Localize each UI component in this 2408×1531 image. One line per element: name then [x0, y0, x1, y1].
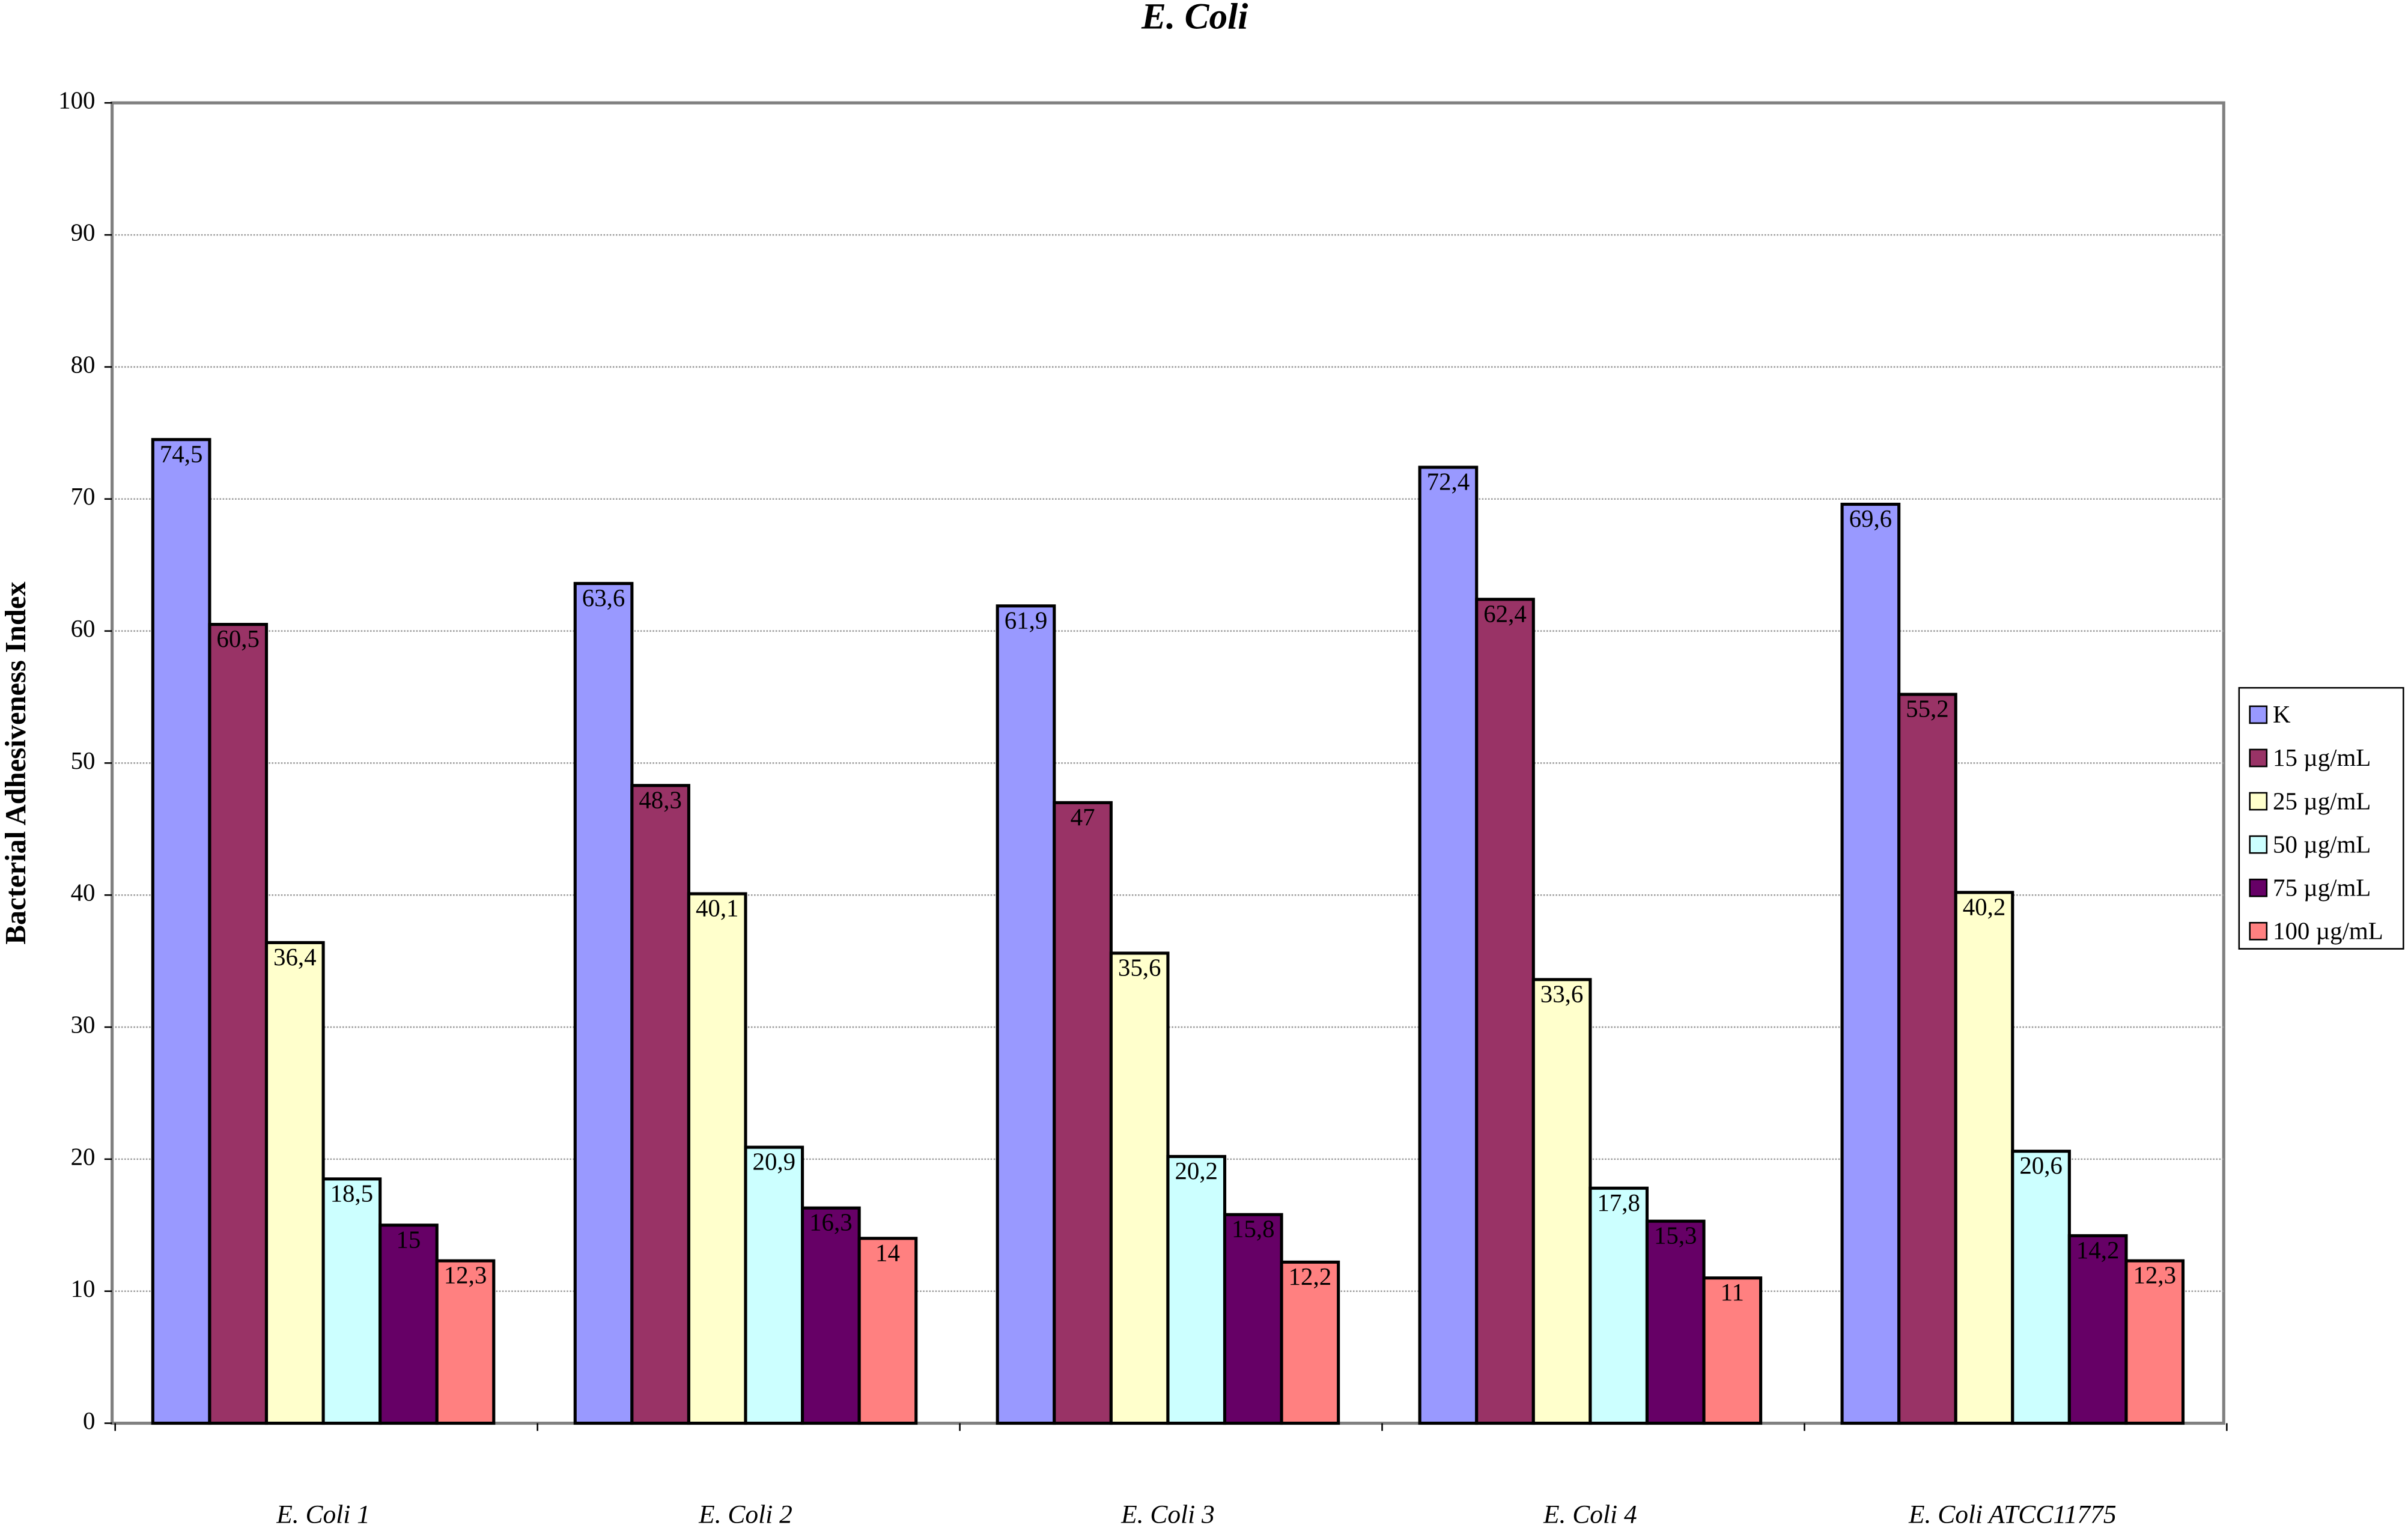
bar: [1475, 598, 1535, 1425]
value-label: 61,9: [1005, 607, 1048, 634]
bar: [2011, 1150, 2071, 1425]
y-tick-label: 40: [71, 879, 96, 906]
x-tick-label: E. Coli 2: [698, 1500, 792, 1529]
y-tick-label: 60: [71, 615, 96, 642]
bar: [1702, 1276, 1763, 1425]
legend-label: 15 µg/mL: [2273, 744, 2371, 771]
bar: [1053, 801, 1113, 1425]
bar: [1589, 1186, 1649, 1425]
y-tick-label: 30: [71, 1011, 96, 1038]
x-tick-label: E. Coli 3: [1120, 1500, 1215, 1529]
y-tick-label: 100: [58, 87, 95, 114]
bar: [630, 784, 690, 1425]
value-label: 15,8: [1232, 1216, 1275, 1243]
value-label: 40,2: [1963, 893, 2006, 920]
bar: [1280, 1260, 1340, 1425]
legend-swatch: [2249, 748, 2268, 768]
value-label: 62,4: [1483, 600, 1527, 627]
legend-label: 100 µg/mL: [2273, 918, 2383, 945]
y-tick-label: 50: [71, 747, 96, 774]
x-tick-label: E. Coli 1: [276, 1500, 370, 1529]
value-label: 63,6: [582, 584, 625, 611]
x-tick-label: E. Coli 4: [1543, 1500, 1637, 1529]
value-label: 15: [396, 1226, 421, 1253]
bar: [1840, 502, 1901, 1425]
legend-label: 75 µg/mL: [2273, 874, 2371, 901]
chart-title: E. Coli: [1141, 0, 1248, 37]
bar: [2067, 1234, 2128, 1425]
value-label: 48,3: [639, 786, 682, 813]
bar: [151, 438, 211, 1425]
legend-swatch: [2249, 921, 2268, 941]
value-label: 72,4: [1427, 468, 1470, 496]
y-tick-label: 80: [71, 351, 96, 378]
bar: [2124, 1259, 2185, 1425]
value-label: 12,3: [2133, 1262, 2176, 1289]
y-tick-label: 0: [83, 1407, 95, 1434]
legend-box: [2238, 687, 2404, 950]
bar: [379, 1223, 439, 1425]
legend-swatch: [2249, 705, 2268, 724]
y-tick-label: 20: [71, 1143, 96, 1170]
value-label: 17,8: [1597, 1189, 1640, 1216]
bar: [435, 1259, 496, 1425]
value-label: 14: [875, 1239, 900, 1266]
legend-swatch: [2249, 792, 2268, 811]
value-label: 36,4: [273, 944, 317, 971]
bar: [1418, 465, 1479, 1425]
value-label: 33,6: [1540, 980, 1584, 1007]
value-label: 11: [1721, 1279, 1744, 1306]
bar: [1531, 978, 1592, 1425]
value-label: 40,1: [696, 895, 739, 922]
value-label: 60,5: [216, 625, 260, 652]
legend-label: 50 µg/mL: [2273, 831, 2371, 858]
bar: [1897, 693, 1957, 1425]
y-axis-label: Bacterial Adhesiveness Index: [0, 581, 32, 945]
value-label: 35,6: [1118, 954, 1161, 981]
value-label: 74,5: [160, 440, 203, 467]
value-label: 20,2: [1175, 1157, 1218, 1184]
value-label: 12,3: [444, 1262, 487, 1289]
legend-swatch: [2249, 878, 2268, 897]
bar: [996, 604, 1056, 1425]
y-tick-label: 70: [71, 483, 96, 510]
bar: [1645, 1219, 1706, 1425]
value-label: 69,6: [1849, 505, 1893, 532]
value-label: 12,2: [1289, 1263, 1332, 1290]
bar: [1954, 891, 2014, 1425]
value-label: 14,2: [2076, 1237, 2120, 1264]
bar: [573, 581, 634, 1425]
bar: [1223, 1213, 1283, 1425]
legend-label: 25 µg/mL: [2273, 787, 2371, 814]
legend-swatch: [2249, 835, 2268, 854]
bar: [744, 1145, 804, 1425]
value-label: 47: [1071, 804, 1095, 831]
value-label: 20,9: [753, 1148, 796, 1175]
bar: [857, 1237, 918, 1425]
value-label: 20,6: [2019, 1152, 2063, 1179]
bar: [264, 941, 325, 1425]
legend-label: K: [2273, 701, 2291, 728]
x-tick-label: E. Coli ATCC11775: [1908, 1500, 2117, 1529]
bar: [801, 1206, 861, 1425]
bar: [687, 892, 747, 1425]
y-tick-label: 10: [71, 1275, 96, 1302]
bar: [208, 623, 269, 1425]
value-label: 16,3: [809, 1209, 853, 1236]
bar: [321, 1177, 382, 1425]
value-label: 15,3: [1654, 1222, 1697, 1249]
value-label: 55,2: [1906, 696, 1949, 723]
bar: [1166, 1154, 1227, 1425]
value-label: 18,5: [330, 1180, 374, 1207]
bar: [1109, 951, 1170, 1425]
y-tick-label: 90: [71, 219, 96, 246]
